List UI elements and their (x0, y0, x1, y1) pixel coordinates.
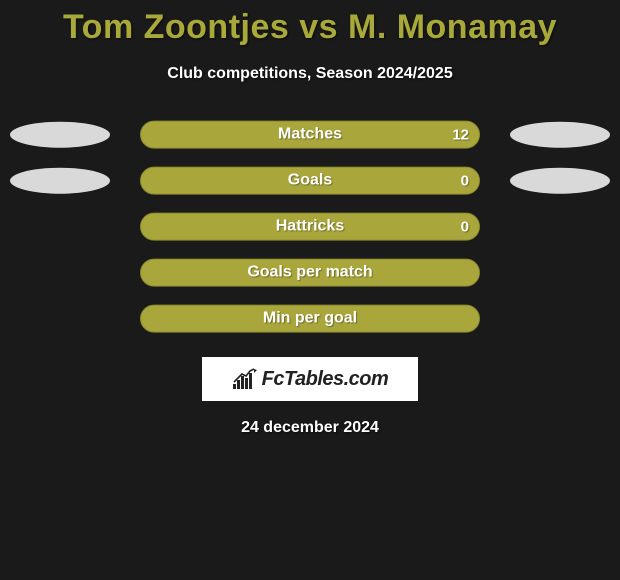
comparison-row: Goals 0 (0, 159, 620, 205)
stat-value: 0 (461, 218, 469, 235)
fctables-logo-icon (232, 368, 258, 390)
comparison-row: Goals per match (0, 251, 620, 297)
stat-value: 0 (461, 172, 469, 189)
comparison-row: Hattricks 0 (0, 205, 620, 251)
stat-value: 12 (452, 126, 469, 143)
comparison-rows: Matches 12 Goals 0 Hattricks 0 Goals per match… (0, 113, 620, 343)
left-value-ellipse (10, 168, 110, 194)
stat-label: Matches (278, 126, 342, 144)
stat-bar: Hattricks 0 (140, 213, 480, 241)
logo-text: FcTables.com (262, 368, 389, 391)
stat-label: Min per goal (263, 310, 357, 328)
page-title: Tom Zoontjes vs M. Monamay (0, 0, 620, 47)
stat-label: Goals (288, 172, 332, 190)
stat-bar: Min per goal (140, 305, 480, 333)
subtitle: Club competitions, Season 2024/2025 (0, 65, 620, 83)
left-value-ellipse (10, 122, 110, 148)
stat-label: Goals per match (247, 264, 372, 282)
logo-box: FcTables.com (202, 357, 418, 401)
stat-bar: Goals per match (140, 259, 480, 287)
date-text: 24 december 2024 (0, 419, 620, 437)
comparison-row: Matches 12 (0, 113, 620, 159)
stat-label: Hattricks (276, 218, 344, 236)
right-value-ellipse (510, 122, 610, 148)
stat-bar: Goals 0 (140, 167, 480, 195)
stat-bar: Matches 12 (140, 121, 480, 149)
comparison-row: Min per goal (0, 297, 620, 343)
right-value-ellipse (510, 168, 610, 194)
